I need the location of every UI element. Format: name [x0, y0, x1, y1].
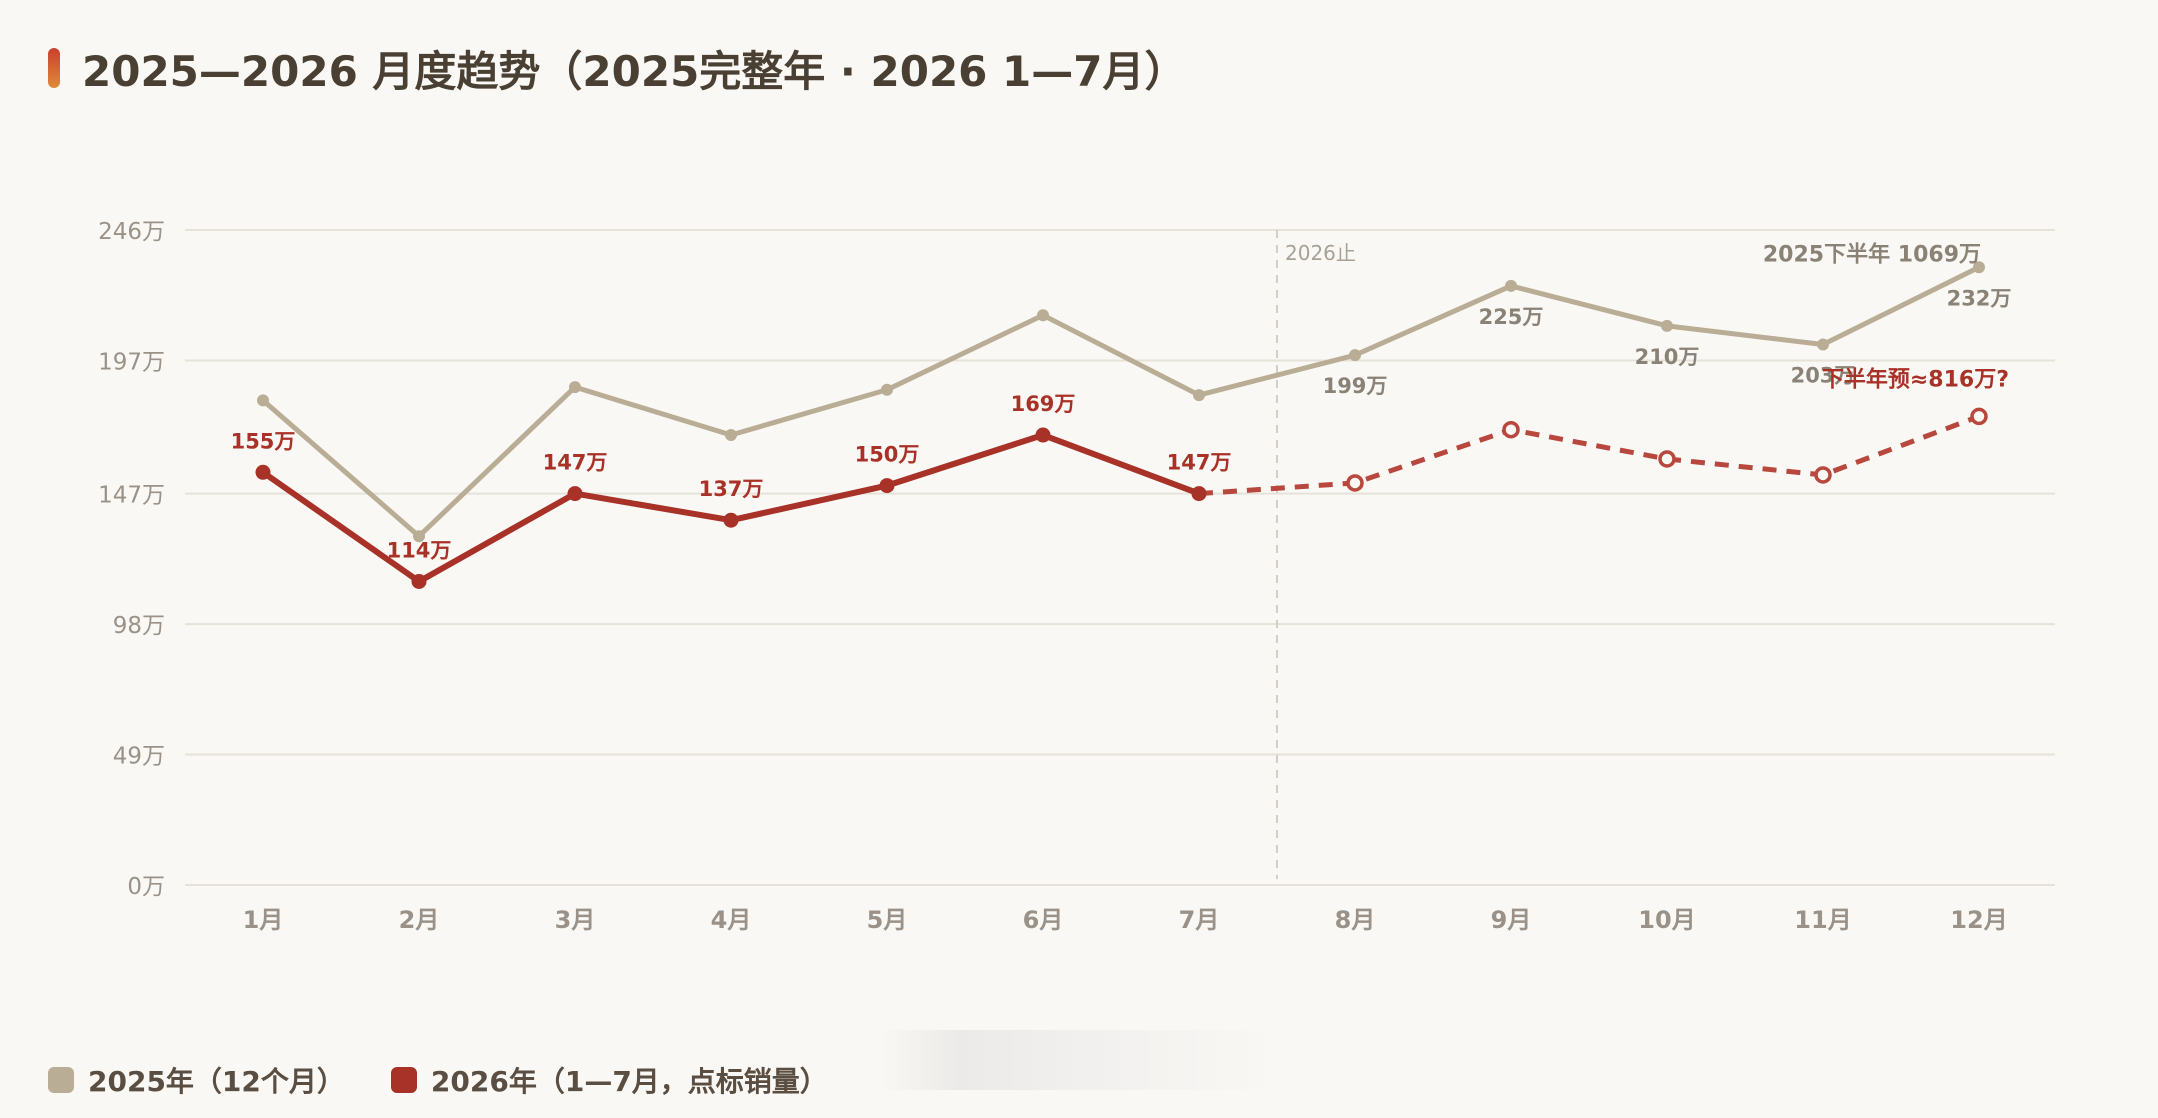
- forecast-point: [1502, 420, 1520, 439]
- series-2025-point: [1661, 319, 1673, 332]
- series-2026-point: [255, 464, 271, 480]
- x-tick-label: 11月: [1794, 906, 1851, 934]
- title-accent-bar: [48, 48, 60, 88]
- series-2026-point: [1035, 427, 1051, 443]
- series-2025-point: [413, 530, 425, 543]
- x-tick-label: 3月: [555, 906, 596, 934]
- forecast-point: [1658, 450, 1676, 468]
- legend-swatch-2026: [390, 1067, 417, 1093]
- series-2025-line: [260, 264, 1982, 539]
- series-2025-point: [881, 383, 893, 396]
- x-tick-label: 6月: [1023, 906, 1064, 934]
- x-tick-label: 2月: [399, 906, 440, 934]
- x-tick-label: 9月: [1491, 906, 1532, 934]
- series-2026-data-label: 169万: [1011, 392, 1076, 416]
- series-2025-point: [1193, 389, 1205, 402]
- x-tick-label: 10月: [1638, 906, 1695, 934]
- title-area: 2025—2026 月度趋势（2025完整年 · 2026 1—7月）: [48, 40, 1186, 96]
- x-tick-label: 8月: [1335, 906, 1376, 934]
- y-tick-label: 197万: [98, 349, 165, 375]
- series-2025-data-label: 203万: [1791, 363, 1856, 387]
- x-tick-label: 1月: [243, 906, 284, 934]
- annotation-2025-h2-total: 2025下半年 1069万: [1763, 241, 1981, 267]
- series-2026-data-label: 137万: [699, 477, 764, 501]
- annotation-h2-forecast: 下半年预≈816万?: [1822, 366, 2009, 392]
- data-labels: 155万 114万 147万 137万 150万 169万 147万 199万 225万 210万…: [231, 241, 2012, 562]
- legend-item-2025[interactable]: 2025年（12个月）: [48, 1060, 345, 1100]
- y-axis-ticks: 0万 49万 98万 147万 197万 246万: [98, 219, 165, 900]
- forecast-line: [1198, 414, 1980, 497]
- forecast-point: [1814, 466, 1832, 484]
- legend-label-2025: 2025年（12个月）: [88, 1065, 345, 1098]
- page-title: 2025—2026 月度趋势（2025完整年 · 2026 1—7月）: [82, 46, 1187, 96]
- x-tick-label: 5月: [867, 906, 908, 934]
- series-2025-data-label: 199万: [1323, 374, 1388, 398]
- series-2026-point: [1191, 486, 1207, 502]
- series-2026-point: [879, 478, 895, 494]
- series-2026-point: [567, 486, 583, 502]
- forecast-point: [1970, 407, 1988, 426]
- series-2025-point: [257, 394, 269, 407]
- series-2025-point: [1505, 279, 1517, 292]
- y-tick-label: 246万: [98, 219, 165, 245]
- series-2026-point: [723, 512, 739, 528]
- forecast-point: [1346, 474, 1364, 492]
- x-axis-ticks: 1月 2月 3月 4月 5月 6月 7月 8月 9月 10月 11月 12月: [243, 906, 2008, 934]
- legend: 2025年（12个月） 2026年（1—7月，点标销量）: [48, 1058, 874, 1102]
- y-tick-label: 0万: [127, 874, 165, 900]
- series-2026-data-label: 114万: [387, 538, 452, 562]
- series-2026-data-label: 147万: [543, 451, 608, 475]
- x-tick-label: 12月: [1950, 906, 2007, 934]
- legend-swatch-2025: [48, 1067, 74, 1093]
- legend-label-2026: 2026年（1—7月，点标销量）: [430, 1065, 828, 1098]
- series-2025-point: [569, 381, 581, 394]
- series-2025-point: [1973, 261, 1985, 274]
- series-2026-data-label: 147万: [1167, 451, 1232, 475]
- grid-layer: [185, 229, 2055, 886]
- series-2025-data-label: 232万: [1947, 286, 2012, 310]
- x-tick-label: 4月: [711, 906, 752, 934]
- series-2026-data-label: 150万: [855, 443, 920, 467]
- y-tick-label: 147万: [98, 483, 165, 509]
- blurred-watermark: [880, 1030, 1280, 1090]
- divider-label: 2026止: [1285, 241, 1356, 265]
- series-2025-point: [725, 429, 737, 442]
- series-2026-data-label: 155万: [231, 429, 296, 453]
- series-2025-point: [1817, 338, 1829, 351]
- divider-layer: 2026止: [1276, 230, 1356, 879]
- y-tick-label: 98万: [113, 613, 165, 639]
- series-layer: [255, 261, 1988, 589]
- series-2025-point: [1349, 349, 1361, 362]
- series-2026-point: [411, 573, 427, 589]
- x-tick-label: 7月: [1179, 906, 1220, 934]
- series-2025-data-label: 210万: [1635, 345, 1700, 369]
- series-2025-point: [1037, 309, 1049, 322]
- legend-item-2026[interactable]: 2026年（1—7月，点标销量）: [390, 1060, 828, 1100]
- y-tick-label: 49万: [113, 744, 165, 770]
- series-2025-data-label: 225万: [1479, 305, 1544, 329]
